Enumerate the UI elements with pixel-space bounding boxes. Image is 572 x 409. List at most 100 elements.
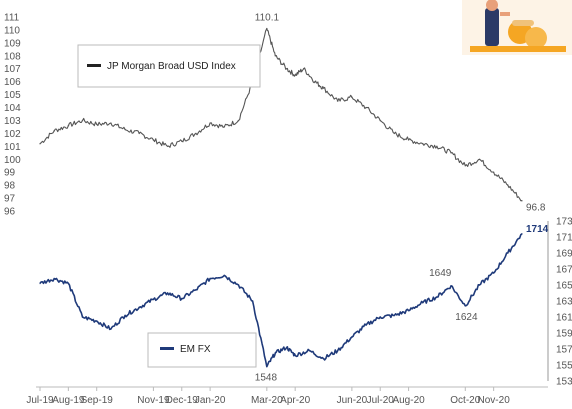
emfx-annotation-1714: 1714 [526,224,549,235]
usd-point-11 [195,132,197,135]
usd-ytick-3: 108 [4,51,21,62]
x-tick-Mar-20: Mar-20 [251,395,283,406]
emfx-point-28 [422,301,424,304]
usd-point-3 [81,119,84,122]
usd-annotation-96.8: 96.8 [526,203,546,214]
usd-point-14 [237,119,240,122]
usd-point-36 [521,199,523,202]
x-tick-Aug-19: Aug-19 [52,395,85,406]
usd-point-34 [492,171,495,173]
emfx-ytick-5: 1630 [556,297,572,308]
x-tick-Sep-19: Sep-19 [81,395,114,406]
emfx-point-24 [365,324,367,326]
usd-point-0 [39,142,41,145]
usd-annotation-110.1: 110.1 [255,13,280,24]
x-tick-Nov-20: Nov-20 [478,395,511,406]
emfx-point-31 [464,305,467,307]
usd-point-6 [124,128,126,131]
usd-ytick-11: 100 [4,155,21,166]
emfx-annotation-1624: 1624 [455,312,478,323]
emfx-point-14 [237,284,240,286]
x-tick-Dec-19: Dec-19 [166,395,199,406]
emfx-point-35 [521,233,523,235]
usd-point-17 [274,55,277,57]
legend-usd: JP Morgan Broad USD Index [77,44,261,88]
usd-point-4 [95,123,98,126]
emfx-point-30 [450,285,452,287]
emfx-point-22 [336,349,339,352]
legend-emfx-label: EM FX [180,344,211,355]
emfx-point-33 [492,272,495,274]
emfx-ytick-3: 1670 [556,265,572,276]
usd-point-20 [302,67,305,70]
x-tick-Nov-19: Nov-19 [137,395,170,406]
usd-ytick-13: 98 [4,181,16,192]
emfx-ytick-7: 1590 [556,329,572,340]
legend-emfx-swatch [160,347,174,350]
usd-point-13 [223,126,226,128]
emfx-point-12 [209,277,211,280]
usd-point-21 [314,80,316,83]
emfx-point-0 [39,282,41,285]
emfx-point-6 [124,314,126,317]
x-tick-Aug-20: Aug-20 [392,395,425,406]
emfx-point-32 [478,284,481,286]
emfx-point-34 [507,252,509,254]
usd-point-5 [110,122,112,124]
emfx-ytick-8: 1570 [556,345,572,356]
person-with-coins-illustration [462,0,572,55]
usd-ytick-9: 102 [4,129,21,140]
emfx-point-19 [294,354,297,357]
emfx-point-23 [351,336,353,338]
emfx-point-2 [67,282,70,285]
emfx-series-line-0 [39,233,523,368]
emfx-point-5 [110,328,112,330]
emfx-point-18 [285,346,288,349]
usd-ytick-15: 96 [4,207,16,218]
emfx-point-4 [95,320,98,322]
usd-ytick-6: 105 [4,90,21,101]
usd-ytick-14: 97 [4,194,16,205]
usd-point-12 [209,122,211,124]
usd-point-9 [166,145,169,148]
usd-point-27 [393,132,396,135]
x-tick-Jul-20: Jul-20 [367,395,395,406]
annotation-layer: 110.1 96.8 1548 1624 1649 1714 [255,13,549,384]
usd-point-19 [294,74,297,76]
usd-point-28 [407,139,410,141]
emfx-annotation-1548: 1548 [255,373,278,384]
emfx-ytick-0: 1730 [556,217,572,228]
usd-ytick-12: 99 [4,168,16,179]
usd-point-25 [365,106,367,109]
emfx-point-11 [195,289,197,291]
usd-point-8 [152,139,155,141]
emfx-point-26 [393,314,396,317]
usd-point-23 [336,100,339,102]
usd-ytick-10: 101 [4,142,21,153]
usd-ytick-4: 107 [4,64,21,75]
emfx-point-3 [81,316,84,318]
emfx-point-7 [138,306,140,309]
emfx-point-9 [166,292,169,294]
x-tick-Oct-20: Oct-20 [450,395,480,406]
usd-point-31 [450,152,452,154]
series-layer [39,27,523,368]
legend-emfx: EM FX [147,332,257,368]
emfx-point-27 [407,309,410,312]
usd-point-30 [436,145,438,148]
usd-point-24 [351,96,353,98]
legend-usd-swatch [87,64,101,67]
emfx-ytick-10: 1530 [556,377,572,388]
emfx-ytick-6: 1610 [556,313,572,324]
usd-ytick-5: 106 [4,77,21,88]
emfx-point-10 [181,297,183,300]
emfx-point-1 [53,277,55,280]
x-tick-Jul-19: Jul-19 [26,395,54,406]
emfx-point-16 [266,365,268,368]
usd-ytick-7: 104 [4,103,21,114]
emfx-point-20 [308,349,311,352]
emfx-ytick-1: 1710 [556,233,572,244]
usd-point-16 [266,27,268,30]
usd-ytick-1: 110 [4,25,20,36]
